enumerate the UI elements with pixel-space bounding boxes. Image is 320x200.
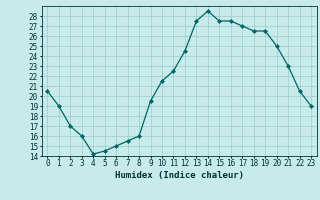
X-axis label: Humidex (Indice chaleur): Humidex (Indice chaleur) — [115, 171, 244, 180]
